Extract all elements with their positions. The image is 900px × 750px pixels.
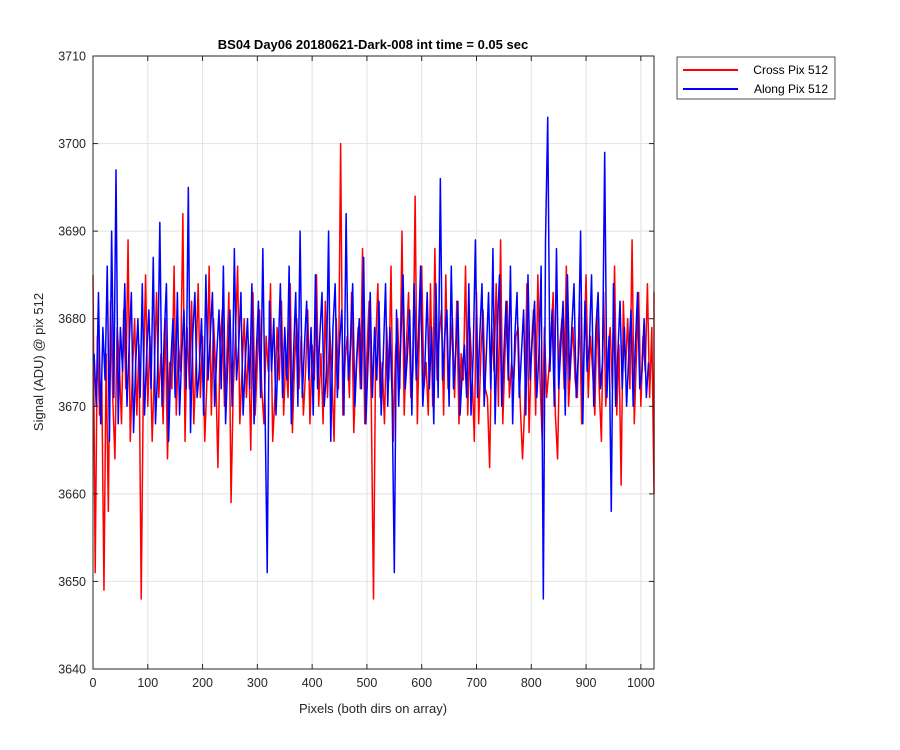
legend: Cross Pix 512 Along Pix 512	[676, 56, 836, 100]
legend-label-cross: Cross Pix 512	[753, 63, 828, 77]
series-line-along-pix-512	[93, 116, 650, 600]
legend-box	[676, 56, 836, 100]
chart-title: BS04 Day06 20180621-Dark-008 int time = …	[218, 37, 528, 52]
x-tick-label: 800	[521, 676, 542, 690]
x-tick-label: 900	[576, 676, 597, 690]
y-tick-label: 3680	[58, 312, 86, 326]
x-tick-label: 400	[302, 676, 323, 690]
plot-frame	[92, 55, 655, 670]
legend-label-along: Along Pix 512	[754, 82, 828, 96]
x-tick-label: 100	[137, 676, 158, 690]
x-tick-label: 500	[356, 676, 377, 690]
y-tick-label: 3660	[58, 487, 86, 501]
x-tick-label: 1000	[627, 676, 655, 690]
x-tick-label: 200	[192, 676, 213, 690]
y-tick-label: 3700	[58, 137, 86, 151]
x-tick-label: 700	[466, 676, 487, 690]
series-line-cross-pix-512	[92, 142, 655, 600]
x-axis-label: Pixels (both dirs on array)	[299, 701, 447, 716]
series-layer	[92, 116, 655, 600]
x-tick-label: 300	[247, 676, 268, 690]
y-tick-layer: 3640 3650 3660 3670 3680 3690 3700 3710	[58, 50, 654, 677]
x-tick-label: 600	[411, 676, 432, 690]
y-tick-label: 3690	[58, 225, 86, 239]
y-tick-label: 3710	[58, 50, 86, 64]
x-tick-label: 0	[90, 676, 97, 690]
y-axis-label: Signal (ADU) @ pix 512	[31, 293, 46, 431]
x-tick-layer: 0 100 200 300 400 500 600 700 800 900 1000	[90, 56, 655, 690]
y-tick-label: 3640	[58, 663, 86, 677]
y-tick-label: 3650	[58, 575, 86, 589]
y-tick-label: 3670	[58, 400, 86, 414]
